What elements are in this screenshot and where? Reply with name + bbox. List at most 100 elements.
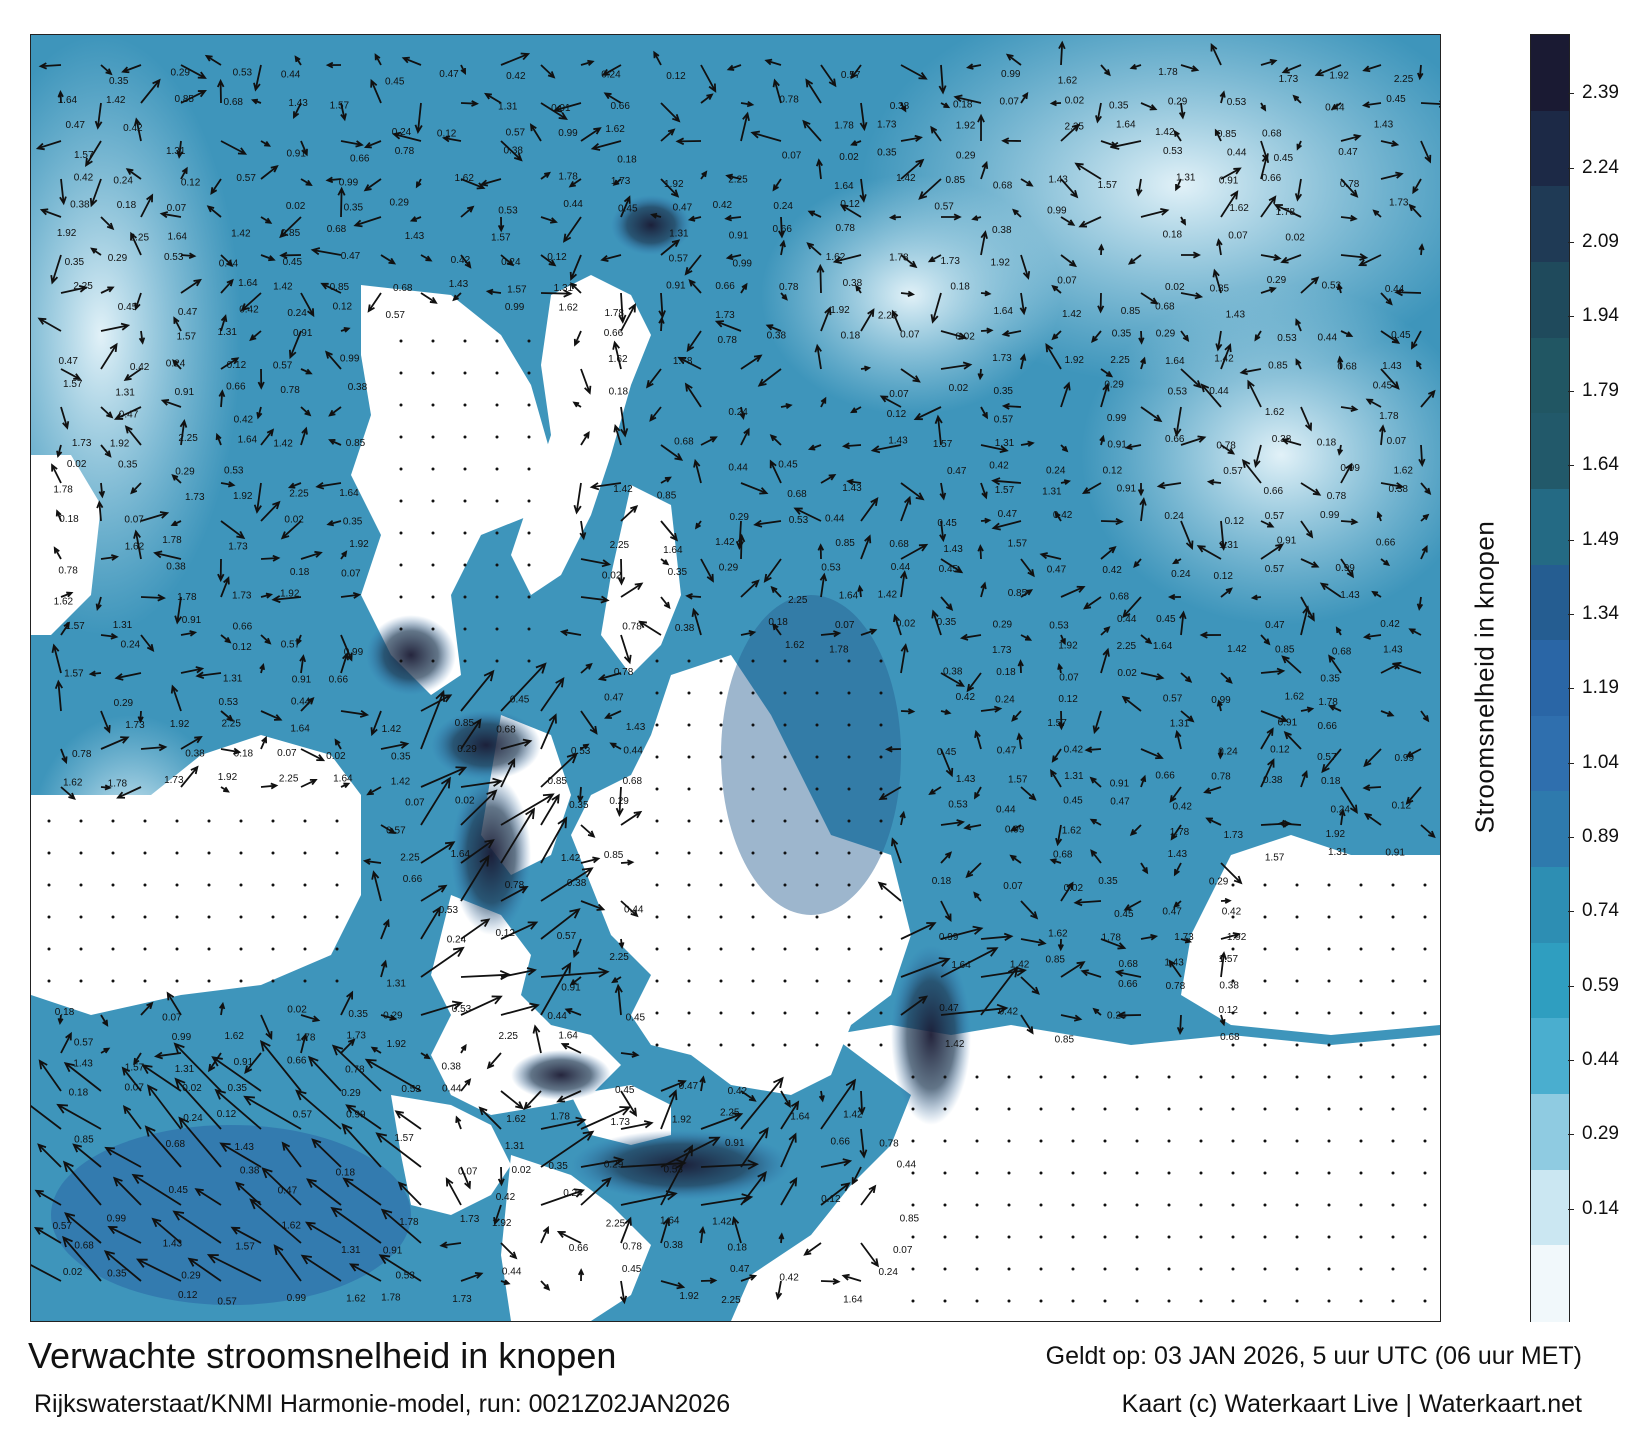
colorbar-segment — [1531, 35, 1569, 112]
grid-dot — [1071, 1235, 1075, 1239]
grid-dot — [1295, 1171, 1299, 1175]
speed-label: 1.92 — [218, 772, 238, 783]
current-arrow — [965, 862, 982, 879]
current-arrow — [249, 330, 262, 342]
speed-label: 0.45 — [385, 77, 405, 88]
grid-dot — [751, 883, 755, 887]
speed-labels: 0.350.29 0.53 0.440.450.47 0.42 0.24 0.12 0.57… — [53, 67, 1415, 1307]
grid-dot — [847, 819, 851, 823]
grid-dot — [687, 1043, 691, 1047]
current-arrow — [180, 166, 188, 180]
speed-label: 1.62 — [1048, 928, 1068, 939]
speed-label: 0.24 — [1046, 466, 1066, 477]
speed-label: 0.42 — [496, 1192, 516, 1203]
current-arrow — [620, 1090, 638, 1117]
current-arrow — [900, 134, 923, 142]
current-arrow — [460, 777, 503, 788]
current-arrow — [497, 1166, 505, 1187]
speed-label: 1.42 — [391, 776, 411, 787]
current-arrow — [1169, 786, 1182, 803]
speed-label: 1.92 — [672, 1114, 692, 1125]
current-arrow — [460, 100, 479, 107]
colorbar-segment — [1531, 413, 1569, 490]
current-arrow — [420, 689, 446, 750]
current-arrow — [820, 306, 832, 332]
current-arrow — [540, 967, 610, 978]
current-arrow — [420, 766, 468, 788]
grid-dot — [1199, 1299, 1203, 1303]
grid-dot — [1359, 947, 1363, 951]
speed-label: 0.85 — [900, 1213, 920, 1224]
speed-label: 1.62 — [506, 1114, 526, 1125]
current-arrow — [620, 406, 629, 438]
grid-dot — [1391, 1171, 1395, 1175]
current-arrow — [1082, 596, 1102, 610]
current-arrow — [220, 786, 230, 793]
current-arrow — [331, 1044, 382, 1092]
speed-label: 0.44 — [563, 199, 583, 210]
grid-dot — [1327, 1043, 1331, 1047]
speed-label: 1.73 — [1174, 932, 1194, 943]
current-arrow — [620, 859, 635, 866]
current-arrow — [900, 64, 928, 80]
speed-label: 0.02 — [182, 1083, 202, 1094]
speed-label: 0.78 — [779, 282, 799, 293]
current-arrow — [1137, 482, 1145, 497]
grid-dot — [783, 723, 787, 727]
current-arrow — [1337, 444, 1344, 456]
speed-label: 1.92 — [57, 228, 77, 239]
speed-label: 1.43 — [1226, 309, 1246, 320]
current-arrow — [1001, 137, 1022, 145]
colorbar-segment — [1531, 186, 1569, 263]
grid-dot — [1071, 1171, 1075, 1175]
current-arrow — [1336, 283, 1343, 294]
current-arrow — [614, 983, 623, 1016]
current-arrow — [500, 885, 529, 902]
grid-dot — [783, 947, 787, 951]
grid-dot — [655, 851, 659, 855]
current-arrow — [260, 165, 279, 180]
speed-label: 1.78 — [162, 535, 182, 546]
colorbar-tick-label: 0.59 — [1582, 975, 1619, 996]
current-arrow — [540, 1280, 551, 1291]
current-arrow — [375, 1132, 422, 1168]
speed-label: 2.25 — [606, 1219, 626, 1230]
grid-dot — [431, 403, 435, 407]
current-speed-map[interactable]: 0.35 0.29 0.53 0.44 0.45 0.47 0.42 0.24 0.12 0.57… — [30, 34, 1441, 1322]
speed-label: 0.53 — [498, 206, 518, 217]
speed-label: 0.47 — [997, 746, 1017, 757]
current-arrow — [330, 1206, 382, 1244]
speed-label: 0.35 — [343, 517, 363, 528]
speed-label: 0.85 — [330, 282, 350, 293]
speed-label: 0.38 — [185, 749, 205, 760]
grid-dot — [751, 691, 755, 695]
grid-dot — [463, 563, 467, 567]
current-arrow — [1363, 812, 1382, 826]
current-arrow — [260, 1014, 273, 1041]
current-arrow — [540, 171, 552, 180]
speed-label: 0.44 — [728, 462, 748, 473]
speed-label: 1.42 — [561, 853, 581, 864]
grid-dot — [495, 499, 499, 503]
current-arrow — [394, 1110, 422, 1130]
speed-label: 2.25 — [721, 1295, 741, 1306]
grid-dot — [1007, 1235, 1011, 1239]
grid-dot — [1263, 1203, 1267, 1207]
current-arrow — [300, 1032, 308, 1054]
current-arrow — [306, 1178, 342, 1206]
colorbar-tick-label: 1.04 — [1582, 752, 1619, 773]
current-arrow — [172, 359, 182, 370]
current-arrow — [940, 361, 973, 370]
grid-dot — [1359, 915, 1363, 919]
current-arrow — [1362, 64, 1382, 73]
current-arrow — [820, 1182, 851, 1206]
grid-dot — [1327, 1235, 1331, 1239]
current-arrow — [1172, 558, 1182, 565]
current-arrow — [121, 64, 142, 74]
current-arrow — [930, 292, 942, 324]
current-arrow — [1020, 440, 1035, 447]
speed-label: 0.07 — [1228, 230, 1248, 241]
current-arrow — [500, 793, 555, 826]
current-arrow — [556, 1090, 582, 1103]
current-arrow — [620, 303, 636, 332]
